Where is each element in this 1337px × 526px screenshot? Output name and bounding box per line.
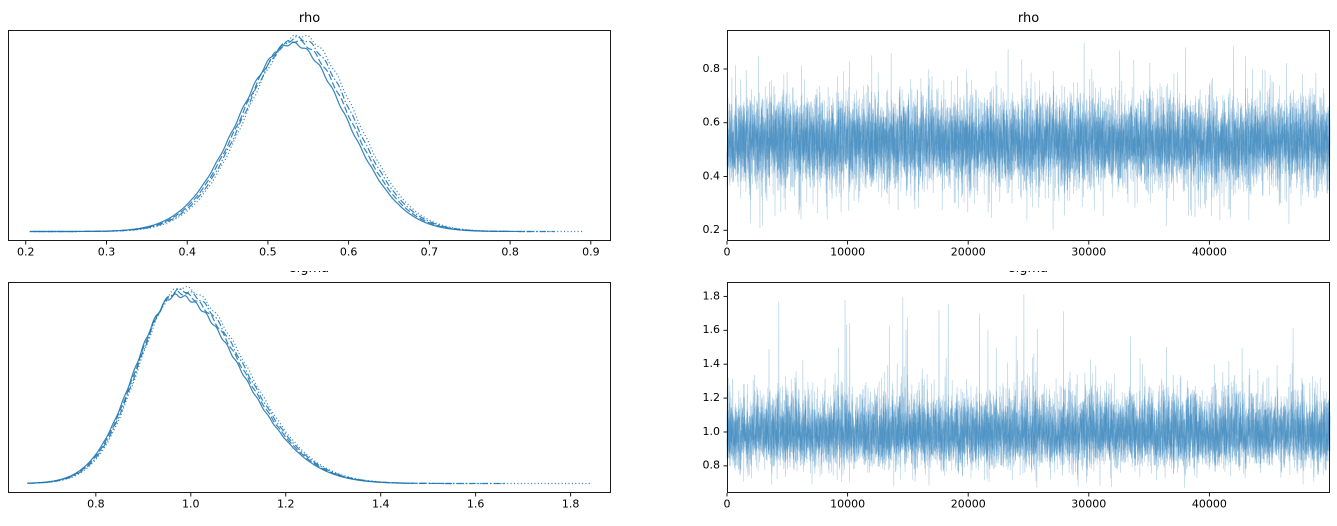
rho-trace-title: rho (1017, 11, 1040, 26)
rho-trace-plot (682, 30, 1335, 271)
sigma-trace-plot (682, 282, 1335, 523)
sigma-density-plot (8, 282, 615, 523)
rho-density-title: rho (298, 11, 321, 26)
rho-density-plot (8, 30, 615, 271)
